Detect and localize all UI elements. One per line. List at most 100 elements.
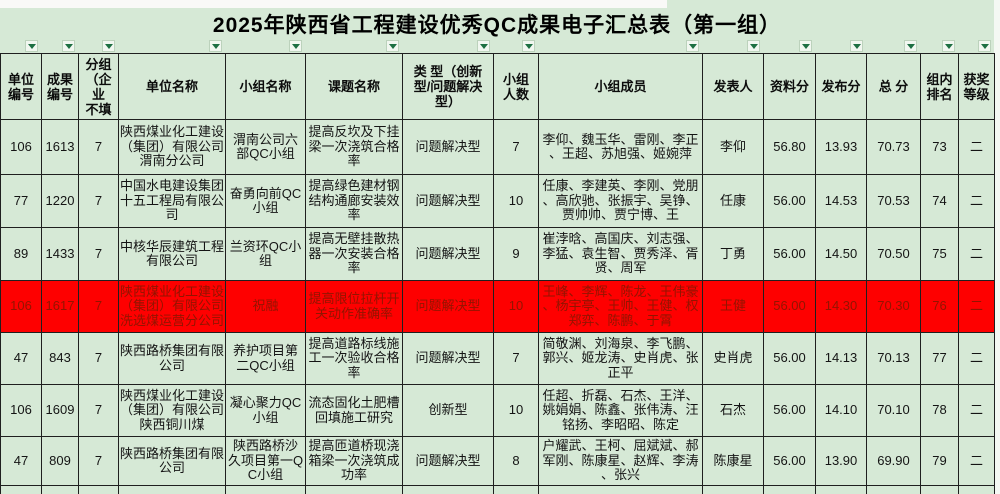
cell[interactable]: 任康: [702, 174, 764, 228]
cell[interactable]: 问题解决型: [402, 119, 494, 175]
cell[interactable]: [78, 485, 119, 494]
column-header-13[interactable]: 组内 排名: [920, 53, 959, 120]
cell[interactable]: 56.00: [763, 332, 816, 385]
cell[interactable]: 7: [78, 119, 119, 175]
cell[interactable]: 问题解决型: [402, 332, 494, 385]
cell[interactable]: 流态固化土肥槽回填施工研究: [305, 384, 403, 437]
column-header-9[interactable]: 发表人: [702, 53, 764, 120]
cell[interactable]: [0, 485, 42, 494]
cell[interactable]: 74: [920, 174, 959, 228]
cell[interactable]: 56.00: [763, 227, 816, 281]
cell[interactable]: 创新型: [402, 384, 494, 437]
cell[interactable]: 106: [0, 384, 42, 437]
cell[interactable]: 9: [493, 227, 539, 281]
cell[interactable]: 56.80: [763, 119, 816, 175]
cell[interactable]: 13.93: [815, 119, 867, 175]
cell[interactable]: 10: [493, 174, 539, 228]
column-header-12[interactable]: 总 分: [866, 53, 921, 120]
cell[interactable]: 7: [78, 227, 119, 281]
cell[interactable]: 二: [958, 436, 995, 486]
cell[interactable]: 1220: [41, 174, 79, 228]
filter-dropdown[interactable]: [522, 40, 535, 52]
cell[interactable]: [118, 485, 226, 494]
filter-dropdown[interactable]: [386, 40, 399, 52]
column-header-14[interactable]: 获奖 等级: [958, 53, 995, 120]
cell[interactable]: 809: [41, 436, 79, 486]
filter-dropdown[interactable]: [289, 40, 302, 52]
cell[interactable]: 69.90: [866, 436, 921, 486]
cell[interactable]: 陈康星: [702, 436, 764, 486]
cell[interactable]: 陕西煤业化工建设（集团）有限公司陕西铜川煤: [118, 384, 226, 437]
cell[interactable]: 77: [0, 174, 42, 228]
cell[interactable]: 崔浡晗、高国庆、刘志强、李猛、袁生智、贾秀泽、胥贤、周军: [538, 227, 703, 281]
cell[interactable]: 1609: [41, 384, 79, 437]
cell[interactable]: 70.10: [866, 384, 921, 437]
cell[interactable]: 56.00: [763, 174, 816, 228]
cell[interactable]: 陕西路桥集团有限公司: [118, 332, 226, 385]
cell[interactable]: [702, 485, 764, 494]
cell[interactable]: 问题解决型: [402, 174, 494, 228]
filter-dropdown[interactable]: [799, 40, 812, 52]
cell[interactable]: 56.00: [763, 436, 816, 486]
cell[interactable]: 14.53: [815, 174, 867, 228]
cell[interactable]: 77: [920, 332, 959, 385]
cell[interactable]: 问题解决型: [402, 436, 494, 486]
cell[interactable]: 75: [920, 227, 959, 281]
cell[interactable]: 渭南公司六部QC小组: [225, 119, 306, 175]
cell[interactable]: 76: [920, 280, 959, 333]
cell[interactable]: 106: [0, 119, 42, 175]
cell[interactable]: [538, 485, 703, 494]
cell[interactable]: 70.30: [866, 280, 921, 333]
cell[interactable]: 7: [78, 280, 119, 333]
filter-dropdown[interactable]: [686, 40, 699, 52]
cell[interactable]: 二: [958, 332, 995, 385]
cell[interactable]: 56.00: [763, 384, 816, 437]
cell[interactable]: 提高无壁挂散热器一次安装合格率: [305, 227, 403, 281]
column-header-1[interactable]: 成果 编号: [41, 53, 79, 120]
filter-dropdown[interactable]: [942, 40, 955, 52]
cell[interactable]: 47: [0, 436, 42, 486]
cell[interactable]: [815, 485, 867, 494]
cell[interactable]: 14.13: [815, 332, 867, 385]
cell[interactable]: [41, 485, 79, 494]
column-header-0[interactable]: 单位 编号: [0, 53, 42, 120]
cell[interactable]: 13.90: [815, 436, 867, 486]
cell[interactable]: 70.13: [866, 332, 921, 385]
cell[interactable]: [402, 485, 494, 494]
cell[interactable]: 提高绿色建材钢结构通廊安装效率: [305, 174, 403, 228]
cell[interactable]: [958, 485, 995, 494]
cell[interactable]: 1433: [41, 227, 79, 281]
cell[interactable]: 问题解决型: [402, 227, 494, 281]
cell[interactable]: 二: [958, 174, 995, 228]
column-header-6[interactable]: 类 型（创新 型/问题解决 型）: [402, 53, 494, 120]
cell[interactable]: [920, 485, 959, 494]
column-header-4[interactable]: 小组名称: [225, 53, 306, 120]
cell[interactable]: [493, 485, 539, 494]
cell[interactable]: 106: [0, 280, 42, 333]
cell[interactable]: 70.53: [866, 174, 921, 228]
cell[interactable]: 陕西煤业化工建设（集团）有限公司洗选煤运营分公司: [118, 280, 226, 333]
cell[interactable]: 7: [78, 332, 119, 385]
column-header-2[interactable]: 分组 （企 业 不填: [78, 53, 119, 120]
cell[interactable]: 户耀武、王柯、屈斌斌、郝军刚、陈康星、赵辉、李涛、张兴: [538, 436, 703, 486]
cell[interactable]: 1617: [41, 280, 79, 333]
filter-dropdown[interactable]: [850, 40, 863, 52]
filter-dropdown[interactable]: [25, 40, 38, 52]
cell[interactable]: 7: [493, 332, 539, 385]
cell[interactable]: 14.10: [815, 384, 867, 437]
cell[interactable]: 陕西路桥沙久项目第一QC小组: [225, 436, 306, 486]
cell[interactable]: 10: [493, 280, 539, 333]
cell[interactable]: [225, 485, 306, 494]
column-header-10[interactable]: 资料分: [763, 53, 816, 120]
cell[interactable]: 李仰: [702, 119, 764, 175]
cell[interactable]: 843: [41, 332, 79, 385]
cell[interactable]: [763, 485, 816, 494]
column-header-11[interactable]: 发布分: [815, 53, 867, 120]
cell[interactable]: 8: [493, 436, 539, 486]
filter-dropdown[interactable]: [62, 40, 75, 52]
cell[interactable]: 任超、折磊、石杰、王洋、姚娟娟、陈鑫、张伟涛、汪铭扬、李昭昭、陈定: [538, 384, 703, 437]
cell[interactable]: 79: [920, 436, 959, 486]
cell[interactable]: 中核华辰建筑工程有限公司: [118, 227, 226, 281]
cell[interactable]: 二: [958, 280, 995, 333]
cell[interactable]: 奋勇向前QC小组: [225, 174, 306, 228]
